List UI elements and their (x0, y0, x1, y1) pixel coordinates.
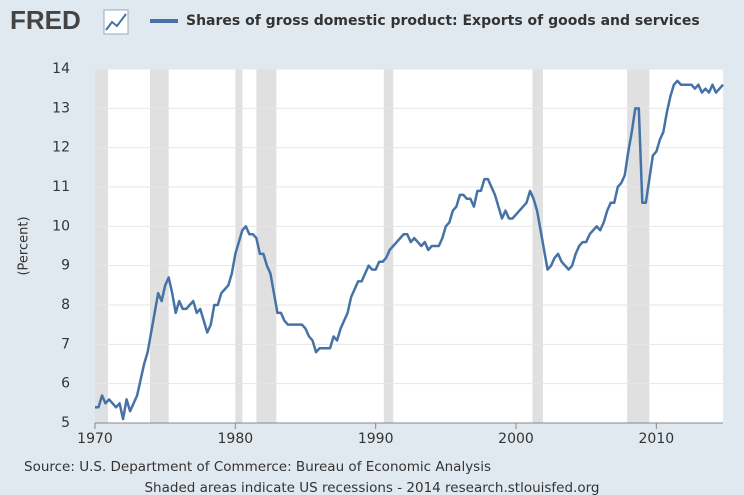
y-tick-label: 13 (52, 100, 70, 116)
logo-icon (103, 9, 129, 35)
recession-band (150, 69, 169, 423)
recession-band (383, 69, 394, 423)
source: Source: U.S. Department of Commerce: Bur… (24, 459, 491, 475)
y-tick-label: 12 (52, 140, 70, 156)
note: Shaded areas indicate US recessions - 20… (144, 480, 599, 495)
y-tick-label: 9 (61, 258, 70, 274)
plot-area (95, 69, 723, 423)
recession-band (95, 69, 108, 423)
recession-band (627, 69, 650, 423)
x-tick-label: 1970 (77, 431, 113, 447)
y-tick-label: 14 (52, 61, 70, 77)
x-tick-label: 1980 (218, 431, 254, 447)
recession-band (532, 69, 543, 423)
y-axis-label: (Percent) (17, 216, 32, 275)
x-tick-label: 2000 (498, 431, 534, 447)
y-tick-label: 8 (61, 297, 70, 313)
y-tick-label: 6 (61, 376, 70, 392)
x-tick-label: 2010 (639, 431, 675, 447)
y-tick-label: 10 (52, 218, 70, 234)
legend-label: Shares of gross domestic product: Export… (186, 13, 700, 29)
data-line (95, 79, 724, 421)
y-tick-label: 5 (61, 415, 70, 431)
x-tick-label: 1990 (358, 431, 394, 447)
recession-band (256, 69, 277, 423)
logo: FRED (10, 5, 81, 35)
y-tick-label: 11 (52, 179, 70, 195)
y-tick-label: 7 (61, 336, 70, 352)
